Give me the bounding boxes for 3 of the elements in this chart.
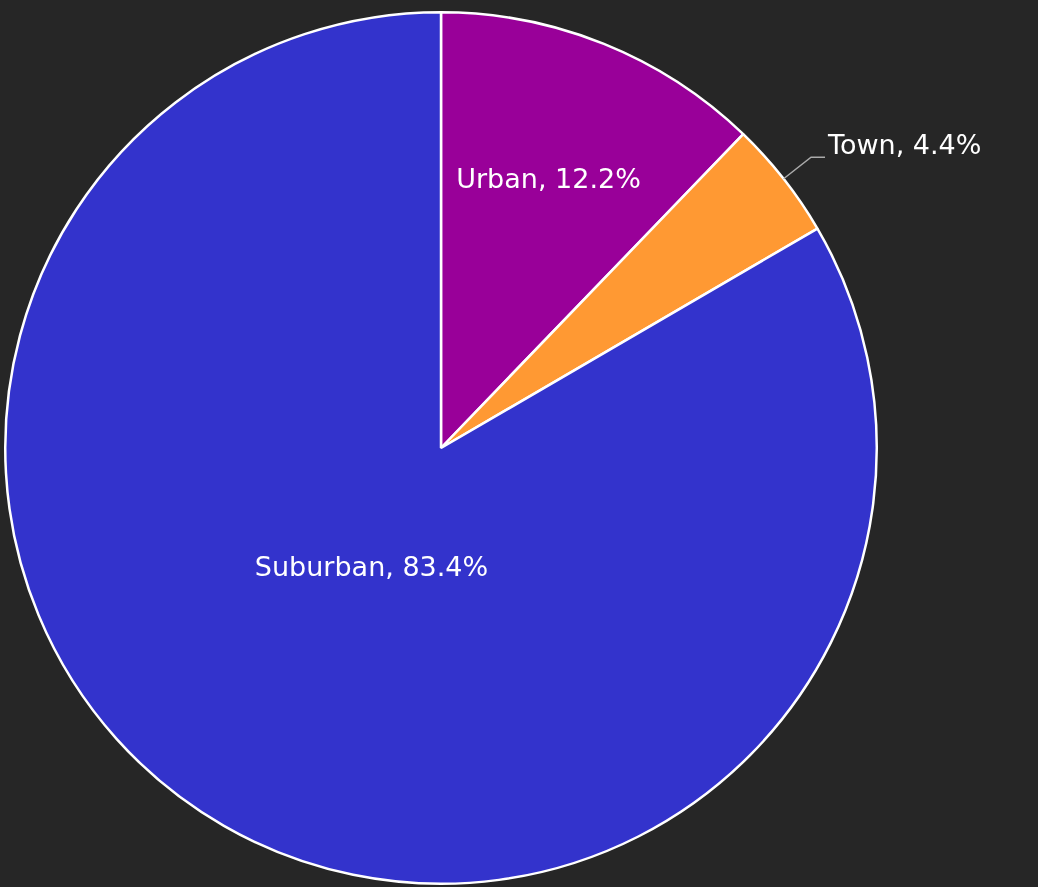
slice-label: Suburban, 83.4% <box>254 550 489 582</box>
slice-label: Urban, 12.2% <box>456 163 641 195</box>
slice-label: Town, 4.4% <box>827 129 982 161</box>
